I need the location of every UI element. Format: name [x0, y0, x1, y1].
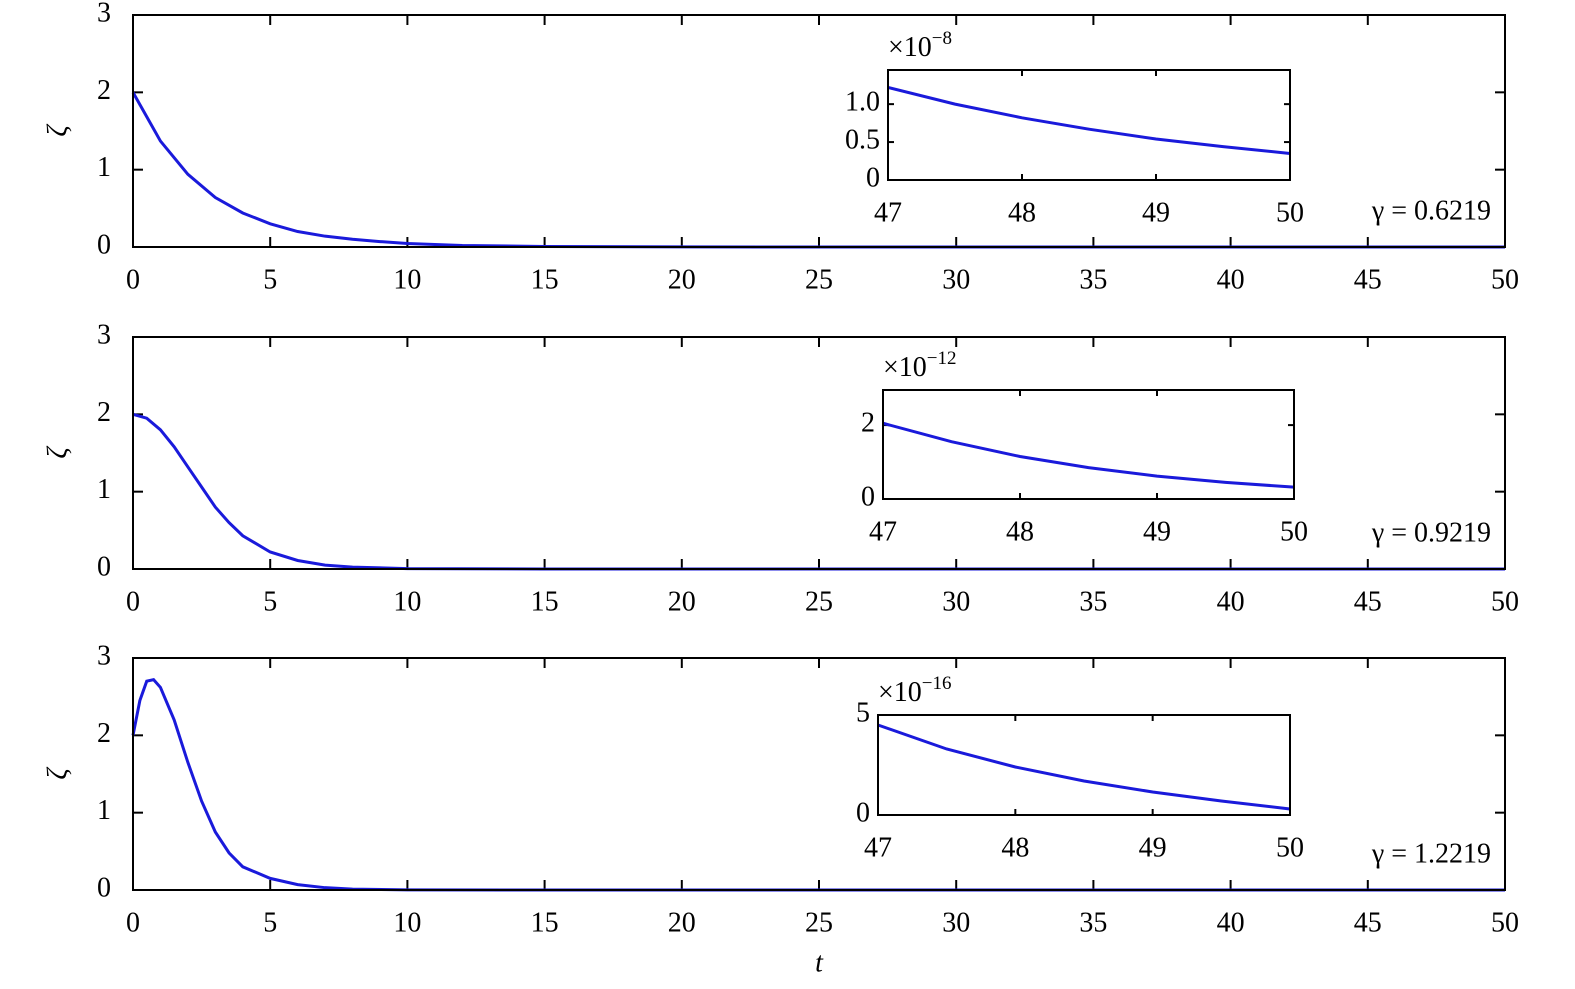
inset-background — [883, 390, 1294, 499]
axes-box — [882, 389, 1295, 500]
x-tick-label: 50 — [1276, 197, 1304, 228]
y-axis-label: ζ — [42, 124, 73, 137]
x-tick-label: 49 — [1143, 516, 1171, 547]
x-tick-label: 50 — [1491, 907, 1519, 938]
x-tick-label: 35 — [1079, 264, 1107, 295]
x-tick-label: 0 — [126, 264, 140, 295]
annotation: γ = 1.2219 — [1371, 838, 1491, 869]
y-scale-label: ×10−16 — [878, 673, 952, 708]
y-scale-exponent: −16 — [922, 673, 952, 694]
x-tick-label: 20 — [668, 586, 696, 617]
x-tick-label: 25 — [805, 907, 833, 938]
x-tick-label: 47 — [864, 832, 892, 863]
y-tick-label: 3 — [97, 640, 111, 671]
x-tick-label: 5 — [263, 264, 277, 295]
x-tick-label: 45 — [1354, 586, 1382, 617]
x-tick-label: 0 — [126, 586, 140, 617]
y-tick-label: 5 — [856, 697, 870, 728]
x-axis-label: t — [815, 947, 824, 978]
y-tick-label: 2 — [97, 718, 111, 749]
y-tick-label: 0 — [856, 797, 870, 828]
y-tick-label: 0 — [97, 229, 111, 260]
axes-box — [132, 657, 1506, 891]
x-tick-label: 10 — [393, 907, 421, 938]
y-axis-label: ζ — [42, 767, 73, 780]
x-tick-label: 49 — [1139, 832, 1167, 863]
y-scale-exponent: −12 — [927, 348, 957, 369]
x-tick-label: 48 — [1001, 832, 1029, 863]
y-tick-label: 0 — [97, 551, 111, 582]
x-tick-label: 25 — [805, 586, 833, 617]
x-tick-label: 35 — [1079, 586, 1107, 617]
x-tick-label: 40 — [1217, 586, 1245, 617]
x-tick-label: 40 — [1217, 907, 1245, 938]
axes-box — [132, 336, 1506, 570]
y-tick-label: 1 — [97, 795, 111, 826]
y-tick-label: 3 — [97, 0, 111, 28]
x-tick-label: 50 — [1491, 586, 1519, 617]
y-tick-label: 1 — [97, 152, 111, 183]
x-tick-label: 47 — [874, 197, 902, 228]
y-tick-label: 1 — [97, 474, 111, 505]
y-tick-label: 0.5 — [845, 124, 880, 155]
x-tick-label: 35 — [1079, 907, 1107, 938]
y-tick-label: 0 — [97, 872, 111, 903]
y-scale-label: ×10−8 — [888, 28, 952, 63]
axes-box — [887, 69, 1291, 181]
y-tick-label: 0 — [861, 481, 875, 512]
x-tick-label: 50 — [1491, 264, 1519, 295]
x-tick-label: 47 — [869, 516, 897, 547]
x-tick-label: 5 — [263, 586, 277, 617]
y-tick-label: 2 — [97, 75, 111, 106]
x-tick-label: 50 — [1280, 516, 1308, 547]
x-tick-label: 45 — [1354, 907, 1382, 938]
x-tick-label: 48 — [1006, 516, 1034, 547]
annotation: γ = 0.9219 — [1371, 517, 1491, 548]
x-tick-label: 48 — [1008, 197, 1036, 228]
y-tick-label: 0 — [866, 162, 880, 193]
y-scale-base: ×10 — [878, 677, 922, 708]
x-tick-label: 45 — [1354, 264, 1382, 295]
y-axis-label: ζ — [42, 446, 73, 459]
x-tick-label: 40 — [1217, 264, 1245, 295]
x-tick-label: 49 — [1142, 197, 1170, 228]
inset-background — [878, 715, 1290, 815]
x-tick-label: 15 — [531, 264, 559, 295]
y-scale-base: ×10 — [883, 352, 927, 383]
data-line — [882, 421, 1295, 489]
x-tick-label: 50 — [1276, 832, 1304, 863]
axes-box — [877, 714, 1291, 816]
axes-box — [132, 14, 1506, 248]
x-tick-label: 25 — [805, 264, 833, 295]
annotation: γ = 0.6219 — [1371, 195, 1491, 226]
inset-background — [888, 70, 1290, 180]
x-tick-label: 30 — [942, 586, 970, 617]
y-tick-label: 2 — [861, 408, 875, 439]
y-scale-base: ×10 — [888, 32, 932, 63]
x-tick-label: 10 — [393, 586, 421, 617]
y-tick-label: 3 — [97, 319, 111, 350]
data-line — [887, 85, 1291, 155]
y-scale-label: ×10−12 — [883, 348, 957, 383]
x-tick-label: 15 — [531, 907, 559, 938]
x-tick-label: 20 — [668, 264, 696, 295]
y-tick-label: 2 — [97, 397, 111, 428]
x-tick-label: 30 — [942, 264, 970, 295]
x-tick-label: 0 — [126, 907, 140, 938]
x-tick-label: 15 — [531, 586, 559, 617]
x-tick-label: 20 — [668, 907, 696, 938]
x-tick-label: 30 — [942, 907, 970, 938]
x-tick-label: 5 — [263, 907, 277, 938]
y-scale-exponent: −8 — [932, 28, 952, 49]
x-tick-label: 10 — [393, 264, 421, 295]
y-tick-label: 1.0 — [845, 87, 880, 118]
data-line — [877, 723, 1291, 811]
